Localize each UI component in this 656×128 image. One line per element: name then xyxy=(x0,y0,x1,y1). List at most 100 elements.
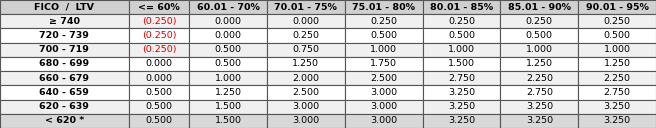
FancyBboxPatch shape xyxy=(578,85,656,100)
Text: 3.000: 3.000 xyxy=(293,102,319,111)
Text: 75.01 - 80%: 75.01 - 80% xyxy=(352,3,415,12)
FancyBboxPatch shape xyxy=(0,28,129,43)
FancyBboxPatch shape xyxy=(501,0,578,14)
Text: 0.500: 0.500 xyxy=(146,116,173,125)
Text: 640 - 659: 640 - 659 xyxy=(39,88,89,97)
FancyBboxPatch shape xyxy=(501,57,578,71)
FancyBboxPatch shape xyxy=(345,43,422,57)
FancyBboxPatch shape xyxy=(0,85,129,100)
FancyBboxPatch shape xyxy=(0,100,129,114)
FancyBboxPatch shape xyxy=(345,71,422,85)
Text: (0.250): (0.250) xyxy=(142,17,176,26)
FancyBboxPatch shape xyxy=(267,114,345,128)
Text: 0.000: 0.000 xyxy=(146,60,173,68)
Text: 2.750: 2.750 xyxy=(526,88,553,97)
Text: 1.500: 1.500 xyxy=(215,102,241,111)
Text: 80.01 - 85%: 80.01 - 85% xyxy=(430,3,493,12)
FancyBboxPatch shape xyxy=(129,28,189,43)
FancyBboxPatch shape xyxy=(189,85,267,100)
Text: 3.000: 3.000 xyxy=(293,116,319,125)
FancyBboxPatch shape xyxy=(422,100,501,114)
Text: 2.500: 2.500 xyxy=(293,88,319,97)
FancyBboxPatch shape xyxy=(345,0,422,14)
Text: 2.250: 2.250 xyxy=(526,74,553,83)
FancyBboxPatch shape xyxy=(501,114,578,128)
Text: 0.000: 0.000 xyxy=(215,17,241,26)
Text: 3.250: 3.250 xyxy=(525,102,553,111)
Text: 0.750: 0.750 xyxy=(293,45,319,54)
Text: 0.500: 0.500 xyxy=(526,31,553,40)
Text: 2.750: 2.750 xyxy=(604,88,630,97)
Text: 0.500: 0.500 xyxy=(370,31,398,40)
FancyBboxPatch shape xyxy=(578,28,656,43)
FancyBboxPatch shape xyxy=(578,43,656,57)
Text: 660 - 679: 660 - 679 xyxy=(39,74,89,83)
Text: 1.000: 1.000 xyxy=(370,45,398,54)
FancyBboxPatch shape xyxy=(267,14,345,28)
FancyBboxPatch shape xyxy=(0,71,129,85)
FancyBboxPatch shape xyxy=(578,71,656,85)
Text: (0.250): (0.250) xyxy=(142,31,176,40)
FancyBboxPatch shape xyxy=(345,28,422,43)
Text: 1.750: 1.750 xyxy=(370,60,398,68)
FancyBboxPatch shape xyxy=(189,28,267,43)
FancyBboxPatch shape xyxy=(345,57,422,71)
Text: 0.250: 0.250 xyxy=(370,17,398,26)
FancyBboxPatch shape xyxy=(0,114,129,128)
FancyBboxPatch shape xyxy=(0,57,129,71)
FancyBboxPatch shape xyxy=(129,0,189,14)
Text: 0.500: 0.500 xyxy=(215,60,241,68)
FancyBboxPatch shape xyxy=(129,71,189,85)
FancyBboxPatch shape xyxy=(578,57,656,71)
Text: 1.000: 1.000 xyxy=(604,45,630,54)
Text: 0.250: 0.250 xyxy=(604,17,630,26)
FancyBboxPatch shape xyxy=(189,100,267,114)
FancyBboxPatch shape xyxy=(129,57,189,71)
Text: 0.250: 0.250 xyxy=(526,17,553,26)
Text: 0.250: 0.250 xyxy=(293,31,319,40)
Text: 0.000: 0.000 xyxy=(215,31,241,40)
Text: 90.01 - 95%: 90.01 - 95% xyxy=(586,3,649,12)
Text: 3.250: 3.250 xyxy=(448,116,475,125)
Text: 2.500: 2.500 xyxy=(370,74,398,83)
FancyBboxPatch shape xyxy=(0,14,129,28)
FancyBboxPatch shape xyxy=(422,85,501,100)
FancyBboxPatch shape xyxy=(422,0,501,14)
FancyBboxPatch shape xyxy=(267,43,345,57)
Text: 3.000: 3.000 xyxy=(370,116,398,125)
FancyBboxPatch shape xyxy=(267,57,345,71)
FancyBboxPatch shape xyxy=(345,100,422,114)
FancyBboxPatch shape xyxy=(422,114,501,128)
FancyBboxPatch shape xyxy=(267,85,345,100)
FancyBboxPatch shape xyxy=(422,43,501,57)
FancyBboxPatch shape xyxy=(345,14,422,28)
FancyBboxPatch shape xyxy=(267,71,345,85)
FancyBboxPatch shape xyxy=(189,114,267,128)
Text: 680 - 699: 680 - 699 xyxy=(39,60,89,68)
FancyBboxPatch shape xyxy=(422,28,501,43)
Text: 0.000: 0.000 xyxy=(293,17,319,26)
FancyBboxPatch shape xyxy=(422,14,501,28)
Text: 3.250: 3.250 xyxy=(604,116,630,125)
Text: 2.000: 2.000 xyxy=(293,74,319,83)
FancyBboxPatch shape xyxy=(189,0,267,14)
Text: 1.000: 1.000 xyxy=(526,45,553,54)
FancyBboxPatch shape xyxy=(578,14,656,28)
FancyBboxPatch shape xyxy=(129,114,189,128)
Text: < 620 *: < 620 * xyxy=(45,116,84,125)
FancyBboxPatch shape xyxy=(578,100,656,114)
Text: 1.250: 1.250 xyxy=(604,60,630,68)
Text: ≥ 740: ≥ 740 xyxy=(49,17,80,26)
Text: 1.250: 1.250 xyxy=(526,60,553,68)
FancyBboxPatch shape xyxy=(501,14,578,28)
FancyBboxPatch shape xyxy=(129,100,189,114)
Text: 1.000: 1.000 xyxy=(448,45,475,54)
FancyBboxPatch shape xyxy=(422,57,501,71)
Text: 3.250: 3.250 xyxy=(448,102,475,111)
FancyBboxPatch shape xyxy=(0,43,129,57)
Text: 3.000: 3.000 xyxy=(370,102,398,111)
FancyBboxPatch shape xyxy=(129,85,189,100)
FancyBboxPatch shape xyxy=(345,114,422,128)
Text: <= 60%: <= 60% xyxy=(138,3,180,12)
FancyBboxPatch shape xyxy=(129,14,189,28)
